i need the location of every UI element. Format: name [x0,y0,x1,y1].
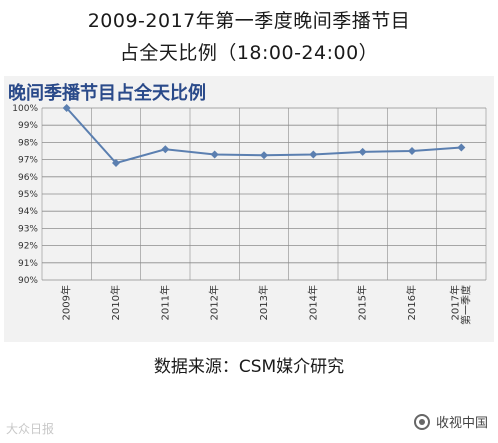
y-tick-label: 95% [18,190,38,200]
data-point [408,147,416,155]
chart-panel [4,76,494,342]
y-tick-label: 93% [18,224,38,234]
x-tick-label: 2017年第一季度 [448,285,472,325]
x-tick-label: 2010年 [109,285,122,320]
y-tick-label: 91% [18,259,38,269]
x-tick-label: 2016年 [405,285,418,320]
data-point [309,150,318,159]
watermark-right-text: 收视中国 [435,416,488,431]
x-tick-label: 2014年 [306,285,319,320]
y-tick-label: 96% [18,173,38,183]
watermark-left: 大众日报 [6,422,55,436]
y-tick-label: 90% [18,276,38,286]
chart-title-line2: 占全天比例（18:00-24:00） [119,42,379,64]
data-point [457,143,466,152]
data-point [112,159,120,168]
y-tick-label: 100% [12,104,38,114]
y-tick-label: 92% [18,242,38,252]
data-point [358,147,367,156]
y-tick-label: 94% [18,207,38,217]
chart-title-line1: 2009-2017年第一季度晚间季播节目 [87,10,411,32]
panel-title: 晚间季播节目占全天比例 [8,83,206,104]
y-tick-label: 97% [18,156,38,166]
data-point [62,104,71,112]
watermark-right: 收视中国 [413,412,488,431]
eye-icon [413,413,430,430]
x-tick-label: 2013年 [257,285,270,320]
x-tick-label: 2009年 [60,285,73,320]
data-point [260,151,268,160]
data-point [161,145,170,154]
x-tick-label: 2012年 [208,285,221,320]
x-tick-label: 2011年 [158,285,171,320]
data-point [210,150,219,159]
y-tick-label: 99% [18,121,38,131]
x-tick-label: 2015年 [356,285,369,320]
data-source: 数据来源：CSM媒介研究 [153,357,345,377]
y-tick-label: 98% [18,138,38,148]
